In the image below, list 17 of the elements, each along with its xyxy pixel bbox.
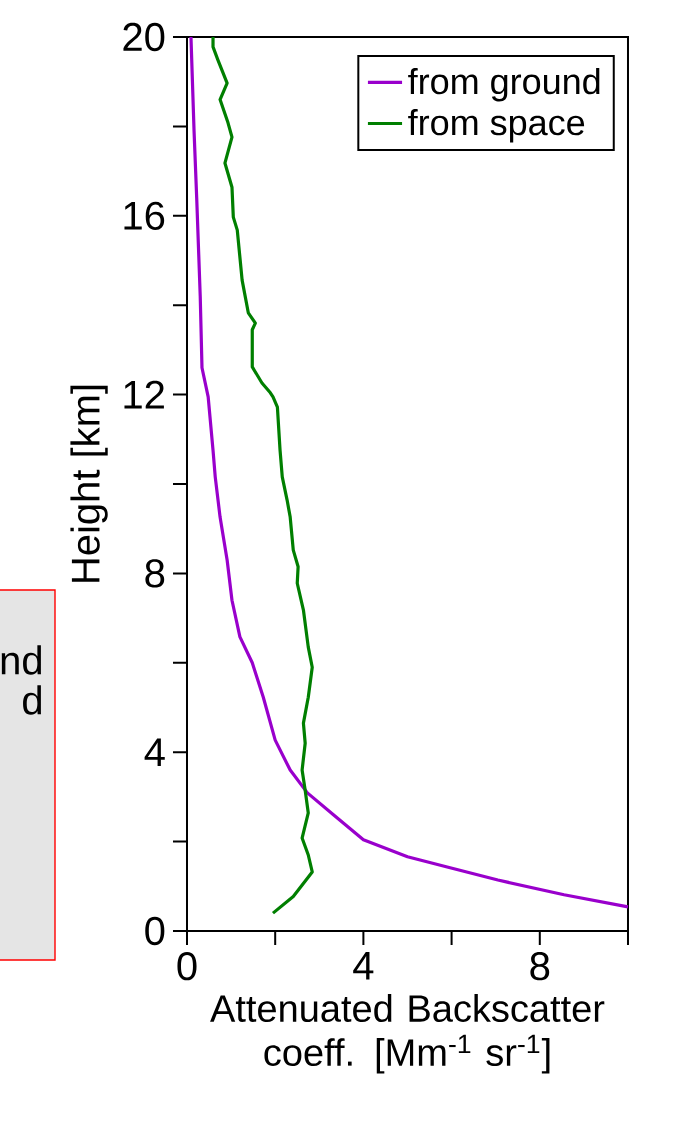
- x-axis-title: Attenuated Backscatter coeff. [Mm$^{-1}$ sr$^{-1}$]: [210, 994, 605, 1074]
- legend-label: from space: [408, 108, 585, 143]
- y-tick-label: 20: [123, 22, 165, 52]
- x-tick-label: 8: [530, 952, 550, 981]
- text: nd: [1, 645, 42, 675]
- y-tick-label: 16: [124, 201, 165, 230]
- line-series: [211, 35, 314, 915]
- y-tick-label: 0: [145, 916, 165, 946]
- y-tick-label: 4: [144, 738, 165, 766]
- legend-label: from ground: [408, 67, 600, 102]
- x-tick-label: 4: [353, 952, 374, 980]
- line-series: [189, 35, 630, 909]
- x-tick-label: 0: [177, 952, 197, 981]
- y-axis-title: Height [km]: [70, 385, 108, 582]
- y-tick-label: 8: [145, 559, 165, 588]
- text: d: [23, 685, 42, 715]
- y-tick-label: 12: [124, 380, 164, 409]
